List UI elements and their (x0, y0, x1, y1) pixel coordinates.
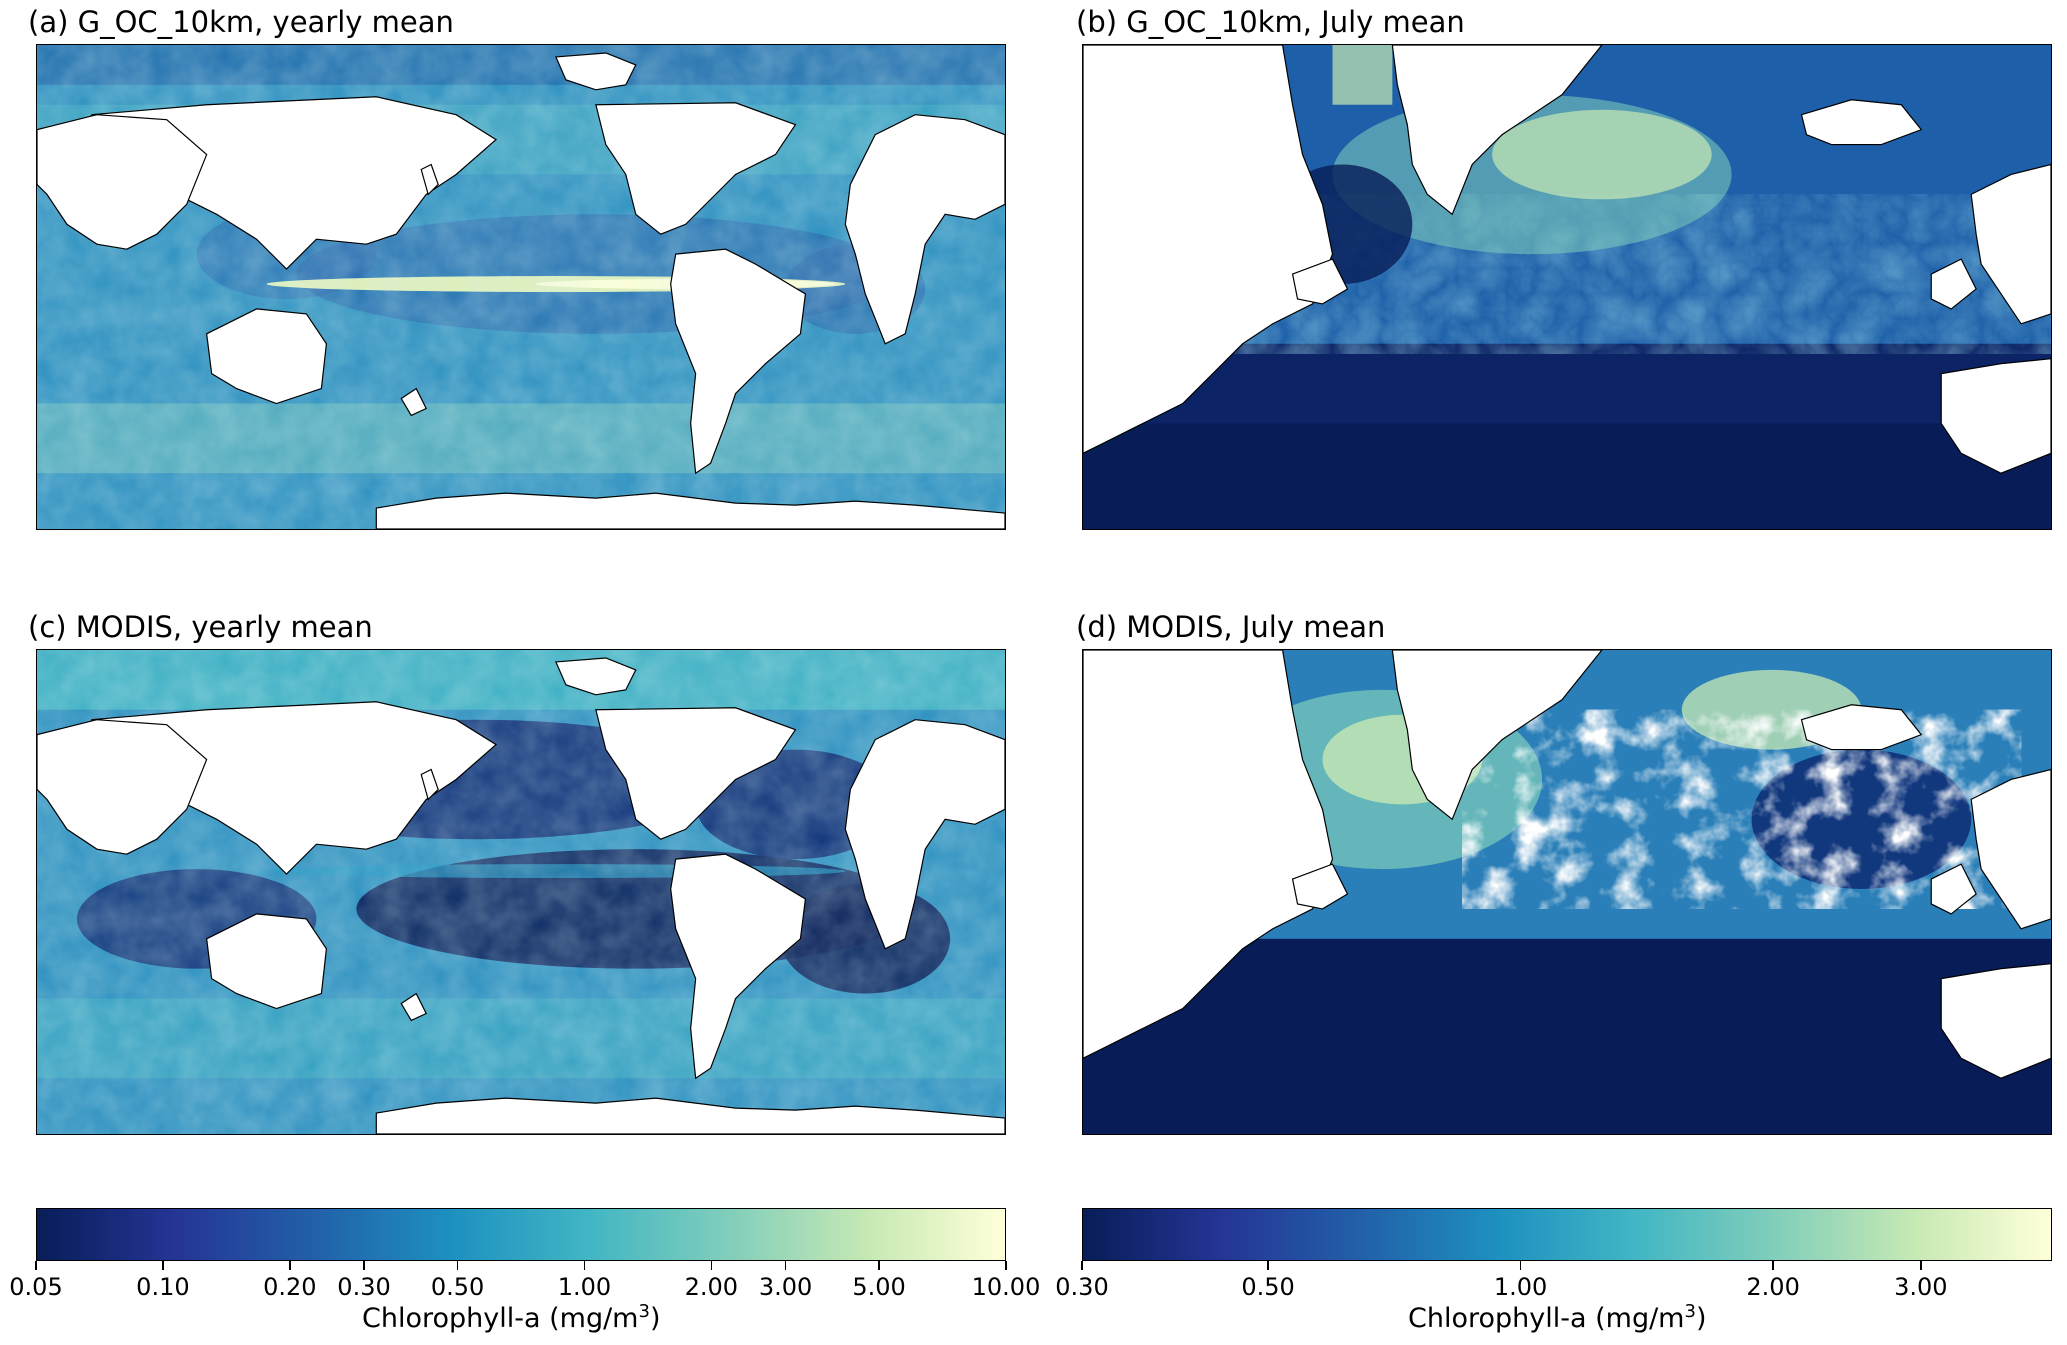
ireland-land (1930, 863, 1977, 915)
colorbar-left-tick-mark (456, 1261, 459, 1270)
colorbar-right-tick-mark (1081, 1261, 1083, 1270)
europe-land (1970, 768, 2051, 930)
north-america-land (595, 707, 797, 840)
south-america-land (670, 853, 807, 1080)
panel-c-title: (c) MODIS, yearly mean (28, 610, 373, 644)
newfoundland-land (1291, 258, 1349, 305)
colorbar-left-tick-label: 0.50 (430, 1273, 485, 1301)
europe-africa-west-land (37, 114, 208, 250)
subpolar-bloom-core (1492, 109, 1712, 200)
colorbar-left (36, 1208, 1006, 1261)
colorbar-right-tick-mark (1920, 1261, 1922, 1270)
colorbar-right-tick-mark (1519, 1261, 1522, 1270)
panel-b-svg (1083, 45, 2051, 529)
panel-a-svg (37, 45, 1005, 529)
greenland-land (555, 657, 637, 696)
greenland-land (1391, 650, 1603, 821)
colorbar-left-tick-label: 0.05 (9, 1273, 63, 1301)
colorbar-left-tick-label: 0.20 (263, 1273, 317, 1301)
ireland-land (1930, 258, 1977, 310)
south-america-land (670, 248, 807, 475)
iceland-land (1800, 99, 1923, 146)
colorbar-right (1082, 1208, 2052, 1261)
new-zealand-land (400, 992, 428, 1022)
iberia-africa-land (1940, 963, 2051, 1079)
land-masses (1083, 650, 2051, 1079)
colorbar-left-tick-mark (878, 1261, 880, 1270)
panel-d-svg (1083, 650, 2051, 1134)
africa-land (844, 114, 1005, 345)
greenland-land (555, 52, 637, 91)
panel-c-svg (37, 650, 1005, 1134)
cloud-gaps (1462, 709, 2022, 909)
colorbar-left-tick-label: 3.00 (758, 1273, 813, 1301)
colorbar-right-tick-label: 0.50 (1241, 1273, 1295, 1301)
colorbar-left-tick-label: 2.00 (684, 1273, 739, 1301)
colorbar-left-tick-label: 5.00 (852, 1273, 906, 1301)
colorbar-right-label: Chlorophyll-a (mg/m3) (1408, 1301, 1707, 1334)
iceland-land (1800, 704, 1923, 751)
subtropical-gyre (1083, 938, 2051, 1134)
antarctica-land (375, 492, 1005, 529)
japan-land (420, 768, 439, 801)
newfoundland-land (1291, 863, 1349, 910)
colorbar-left-tick-mark (784, 1261, 787, 1270)
new-zealand-land (400, 387, 428, 417)
iberia-africa-land (1940, 358, 2051, 474)
colorbar-left-tick-mark (710, 1261, 713, 1270)
colorbar-left-tick-mark (583, 1261, 586, 1270)
greenland-land (1391, 45, 1603, 216)
north-america-land (1083, 650, 1334, 1059)
land-masses (37, 52, 1005, 529)
japan-land (420, 163, 439, 196)
australia-land (206, 913, 328, 1010)
colorbar-right-tick-mark (1267, 1261, 1269, 1270)
panel-a-title: (a) G_OC_10km, yearly mean (28, 5, 454, 39)
colorbar-left-tick-label: 0.30 (337, 1273, 391, 1301)
colorbar-right-tick-label: 0.30 (1055, 1273, 1109, 1301)
colorbar-left-gradient (37, 1209, 1005, 1260)
panel-c-global-yearly-map (36, 649, 1006, 1135)
panel-d-north-atlantic-july-map (1082, 649, 2052, 1135)
colorbar-right-tick-mark (1772, 1261, 1774, 1270)
panel-d-title: (d) MODIS, July mean (1076, 610, 1386, 644)
colorbar-left-tick-label: 1.00 (557, 1273, 612, 1301)
australia-land (206, 308, 328, 405)
colorbar-right-tick-label: 2.00 (1746, 1273, 1800, 1301)
colorbar-left-tick-mark (363, 1261, 365, 1270)
colorbar-left-tick-label: 10.00 (971, 1273, 1041, 1301)
subtropical-gyre-core (1083, 423, 2051, 529)
colorbar-left-tick-mark (289, 1261, 291, 1270)
colorbar-left-tick-label: 0.10 (136, 1273, 190, 1301)
colorbar-left-tick-mark (162, 1261, 164, 1270)
colorbar-right-tick-label: 3.00 (1894, 1273, 1948, 1301)
north-america-land (1083, 45, 1334, 454)
panel-a-global-yearly-map (36, 44, 1006, 530)
colorbar-left-tick-mark (35, 1261, 37, 1270)
europe-africa-west-land (37, 719, 208, 855)
land-masses (1083, 45, 2051, 474)
land-masses (37, 657, 1005, 1134)
europe-land (1970, 163, 2051, 325)
colorbar-left-label: Chlorophyll-a (mg/m3) (362, 1301, 661, 1334)
baffin-bay-bloom (1332, 45, 1393, 105)
panel-b-title: (b) G_OC_10km, July mean (1076, 5, 1465, 39)
panel-b-north-atlantic-july-map (1082, 44, 2052, 530)
north-america-land (595, 102, 797, 235)
antarctica-land (375, 1097, 1005, 1134)
colorbar-right-gradient (1083, 1209, 2051, 1260)
colorbar-left-tick-mark (1005, 1261, 1007, 1270)
colorbar-right-tick-label: 1.00 (1493, 1273, 1548, 1301)
africa-land (844, 719, 1005, 950)
